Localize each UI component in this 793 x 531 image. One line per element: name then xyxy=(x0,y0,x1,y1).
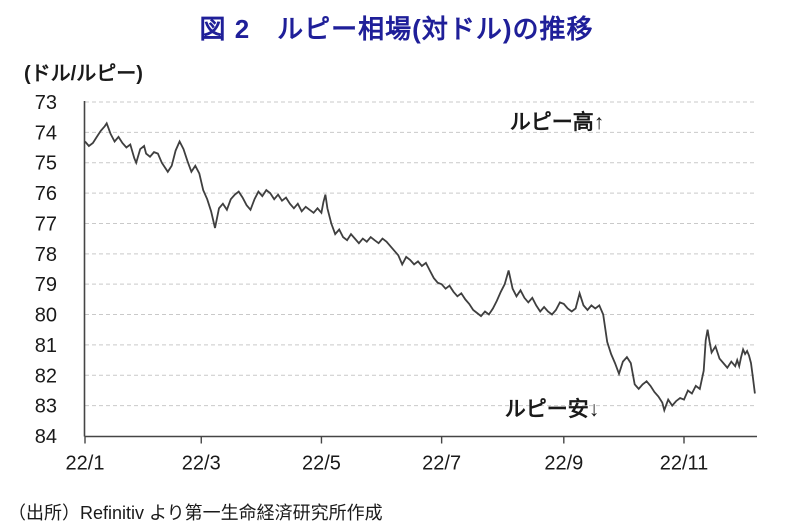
chart-title: 図 2 ルピー相場(対ドル)の推移 xyxy=(199,14,594,44)
y-tick-label: 74 xyxy=(35,122,57,144)
annotation-rupee-high: ルピー高↑ xyxy=(509,111,605,134)
y-tick-label: 73 xyxy=(35,92,57,114)
x-tick-label: 22/1 xyxy=(66,453,105,475)
y-tick-label: 80 xyxy=(35,305,57,327)
y-axis-unit-label: (ドル/ルピー) xyxy=(24,63,143,85)
x-tick-label: 22/9 xyxy=(544,453,583,475)
y-tick-label: 83 xyxy=(35,396,57,418)
y-tick-label: 75 xyxy=(35,153,57,175)
rate-line xyxy=(84,121,756,414)
y-tick-label: 82 xyxy=(35,365,57,387)
x-tick-label: 22/11 xyxy=(660,453,709,475)
x-tick-label: 22/3 xyxy=(182,453,221,475)
annotation-rupee-low: ルピー安↓ xyxy=(504,398,600,421)
y-tick-label: 76 xyxy=(35,183,57,205)
source-note: （出所）Refinitiv より第一生命経済研究所作成 xyxy=(8,503,383,523)
y-tick-label: 81 xyxy=(35,335,57,357)
y-tick-label: 78 xyxy=(35,244,57,266)
y-tick-label: 84 xyxy=(35,426,57,448)
x-tick-label: 22/5 xyxy=(302,453,341,475)
y-tick-label: 79 xyxy=(35,274,57,296)
x-tick-label: 22/7 xyxy=(422,453,461,475)
y-tick-label: 77 xyxy=(35,213,57,235)
